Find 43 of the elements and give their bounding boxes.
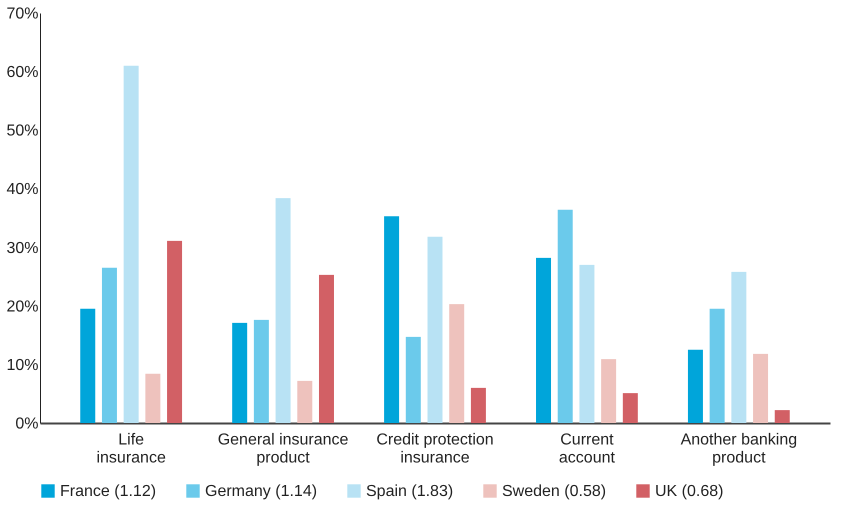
y-tick-label: 40% xyxy=(6,181,38,198)
bar xyxy=(318,274,334,423)
legend-label: Spain (1.83) xyxy=(366,483,454,500)
bar xyxy=(102,268,117,423)
y-tick-label: 10% xyxy=(6,356,38,374)
y-tick-label: 70% xyxy=(6,6,38,22)
y-tick-label: 0% xyxy=(15,416,38,432)
x-tick-label: Current account xyxy=(558,432,616,466)
x-tick-label: Credit protection insurance xyxy=(376,432,494,466)
bar xyxy=(384,216,400,423)
bar xyxy=(80,308,96,423)
bar xyxy=(601,359,616,423)
bar xyxy=(774,410,790,423)
bar xyxy=(167,240,182,423)
bar xyxy=(428,236,442,423)
bar xyxy=(449,304,464,423)
y-tick-label: 60% xyxy=(6,64,38,82)
bar xyxy=(297,380,312,423)
x-tick-label: General insurance product xyxy=(218,432,349,466)
legend-label: UK (0.68) xyxy=(655,483,724,500)
bar xyxy=(232,322,248,423)
y-tick-label: 30% xyxy=(6,240,38,257)
y-tick-label: 50% xyxy=(6,122,38,140)
bar xyxy=(753,354,768,423)
bar xyxy=(710,308,725,423)
bar xyxy=(124,66,139,423)
x-tick-label: Another banking product xyxy=(680,432,798,466)
bar xyxy=(276,198,291,423)
legend-label: France (1.12) xyxy=(60,483,156,500)
bar xyxy=(536,258,552,423)
bar xyxy=(688,350,703,423)
bar xyxy=(579,264,594,423)
bar xyxy=(622,393,638,423)
bar xyxy=(254,320,269,423)
legend-label: Sweden (0.58) xyxy=(502,483,606,500)
legend-label: Germany (1.14) xyxy=(205,483,318,500)
x-tick-label: Life insurance xyxy=(96,432,166,466)
bar xyxy=(558,210,573,423)
y-tick-label: 20% xyxy=(6,298,38,316)
bar xyxy=(145,374,160,423)
bar xyxy=(731,272,746,423)
bar xyxy=(406,336,421,423)
bar xyxy=(470,388,486,423)
